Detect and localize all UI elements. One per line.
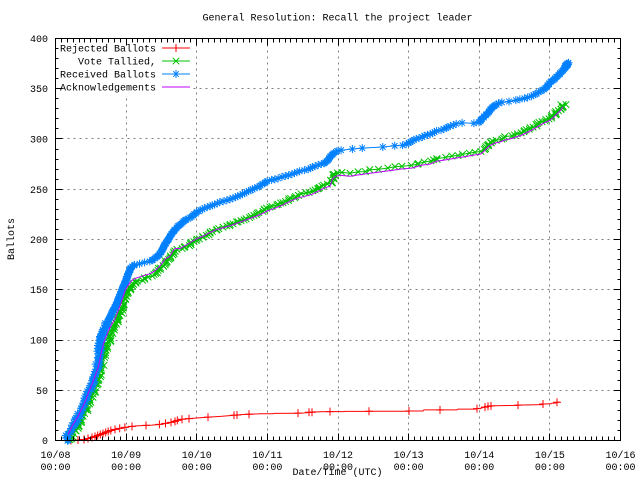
svg-text:10/10: 10/10 xyxy=(182,450,212,462)
svg-text:General Resolution: Recall the: General Resolution: Recall the project l… xyxy=(202,13,472,25)
svg-text:00:00: 00:00 xyxy=(464,463,494,474)
svg-text:Date/Time (UTC): Date/Time (UTC) xyxy=(292,467,382,479)
svg-text:350: 350 xyxy=(30,85,48,96)
svg-text:0: 0 xyxy=(42,437,48,448)
svg-text:250: 250 xyxy=(30,186,48,197)
svg-text:00:00: 00:00 xyxy=(182,463,212,474)
svg-text:10/11: 10/11 xyxy=(252,450,282,462)
svg-text:00:00: 00:00 xyxy=(252,463,282,474)
svg-text:400: 400 xyxy=(30,35,48,46)
svg-text:Acknowledgements: Acknowledgements xyxy=(60,83,156,95)
svg-text:200: 200 xyxy=(30,236,48,247)
svg-text:00:00: 00:00 xyxy=(40,463,70,474)
svg-text:00:00: 00:00 xyxy=(394,463,424,474)
svg-text:50: 50 xyxy=(36,387,48,398)
svg-text:100: 100 xyxy=(30,337,48,348)
svg-text:10/16: 10/16 xyxy=(605,450,635,462)
svg-text:10/08: 10/08 xyxy=(40,450,70,462)
svg-text:10/14: 10/14 xyxy=(464,450,494,462)
svg-text:Vote Tallied,: Vote Tallied, xyxy=(78,57,156,69)
svg-text:00:00: 00:00 xyxy=(111,463,141,474)
svg-text:Ballots: Ballots xyxy=(6,218,18,260)
svg-text:10/09: 10/09 xyxy=(111,450,141,462)
svg-text:10/12: 10/12 xyxy=(323,450,353,462)
svg-text:Received Ballots: Received Ballots xyxy=(60,70,156,82)
svg-text:10/15: 10/15 xyxy=(535,450,565,462)
svg-text:00:00: 00:00 xyxy=(535,463,565,474)
svg-text:00:00: 00:00 xyxy=(323,463,353,474)
svg-text:150: 150 xyxy=(30,286,48,297)
svg-text:10/13: 10/13 xyxy=(394,450,424,462)
svg-text:Rejected Ballots: Rejected Ballots xyxy=(60,44,156,56)
svg-text:00:00: 00:00 xyxy=(605,463,635,474)
svg-text:300: 300 xyxy=(30,136,48,147)
